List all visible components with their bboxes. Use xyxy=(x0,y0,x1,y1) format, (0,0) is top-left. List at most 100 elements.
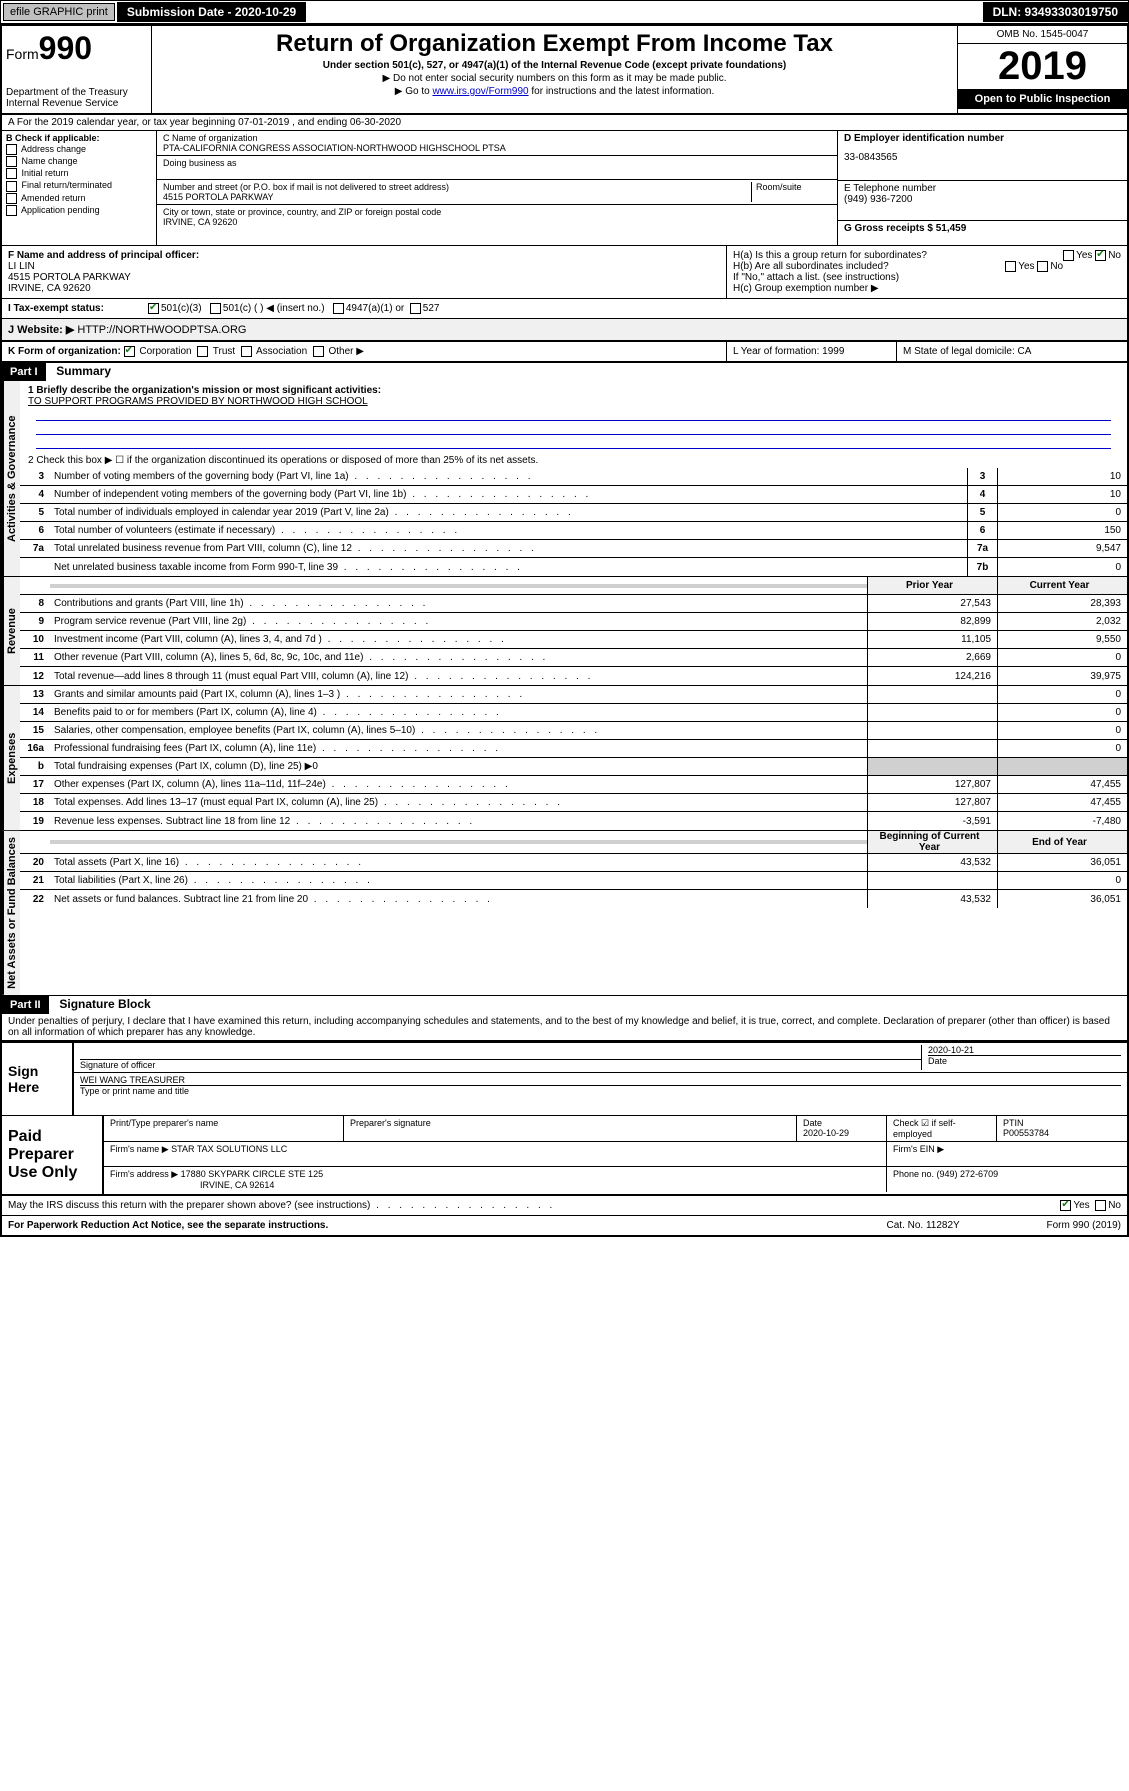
dept-label: Department of the Treasury Internal Reve… xyxy=(6,87,147,109)
org-name-label: C Name of organization xyxy=(163,133,831,143)
cb-corp[interactable] xyxy=(124,346,135,357)
line-val: 150 xyxy=(997,522,1127,539)
sig-name-label: Type or print name and title xyxy=(80,1085,1121,1096)
line-text: Contributions and grants (Part VIII, lin… xyxy=(50,596,867,611)
prep-ptin: PTIN P00553784 xyxy=(997,1116,1127,1141)
block-b: B Check if applicable: Address change Na… xyxy=(2,131,157,245)
cb-4947[interactable] xyxy=(333,303,344,314)
line-text: Net unrelated business taxable income fr… xyxy=(50,560,967,575)
side-governance: Activities & Governance xyxy=(2,381,20,576)
line-row: 9 Program service revenue (Part VIII, li… xyxy=(20,613,1127,631)
line-val-prior: 43,532 xyxy=(867,890,997,908)
line-val-prior: 127,807 xyxy=(867,776,997,793)
block-defg: D Employer identification number 33-0843… xyxy=(837,131,1127,245)
na-lines: 20 Total assets (Part X, line 16) 43,532… xyxy=(20,854,1127,908)
sig-date: 2020-10-21 xyxy=(928,1045,1121,1055)
efile-button[interactable]: efile GRAPHIC print xyxy=(3,3,115,21)
cb-assoc[interactable] xyxy=(241,346,252,357)
line-text: Total assets (Part X, line 16) xyxy=(50,855,867,870)
opt-501c3: 501(c)(3) xyxy=(161,303,202,314)
hdr-blank xyxy=(50,584,867,588)
line-num: 17 xyxy=(20,779,50,790)
line-val-prior xyxy=(867,686,997,703)
line-text: Investment income (Part VIII, column (A)… xyxy=(50,632,867,647)
line-text: Total liabilities (Part X, line 26) xyxy=(50,873,867,888)
mission-line xyxy=(36,435,1111,449)
hc-row: H(c) Group exemption number ▶ xyxy=(733,283,1121,294)
tax-year: 2019 xyxy=(958,44,1127,89)
cat-no: Cat. No. 11282Y xyxy=(887,1220,1047,1231)
opt-other: Other ▶ xyxy=(328,346,363,357)
line-num: 9 xyxy=(20,616,50,627)
side-netassets: Net Assets or Fund Balances xyxy=(2,831,20,995)
line-val-current: 28,393 xyxy=(997,595,1127,612)
cb-final-return[interactable]: Final return/terminated xyxy=(6,180,152,191)
form-prefix: Form xyxy=(6,46,39,62)
discuss-yes[interactable]: Yes xyxy=(1060,1200,1089,1211)
block-b-header: B Check if applicable: xyxy=(6,133,152,143)
hdr-blank xyxy=(50,840,867,844)
cb-address-change[interactable]: Address change xyxy=(6,144,152,155)
revenue-body: Prior Year Current Year 8 Contributions … xyxy=(20,577,1127,685)
line-num: 18 xyxy=(20,797,50,808)
ha-label: H(a) Is this a group return for subordin… xyxy=(733,250,927,261)
netassets-body: Beginning of Current Year End of Year 20… xyxy=(20,831,1127,995)
cb-amended[interactable]: Amended return xyxy=(6,193,152,204)
org-name-cell: C Name of organization PTA-CALIFORNIA CO… xyxy=(157,131,837,156)
tax-status-label: I Tax-exempt status: xyxy=(8,303,148,314)
line-num: 16a xyxy=(20,743,50,754)
cb-trust[interactable] xyxy=(197,346,208,357)
cb-501c[interactable] xyxy=(210,303,221,314)
block-c: C Name of organization PTA-CALIFORNIA CO… xyxy=(157,131,837,245)
ein-cell: D Employer identification number 33-0843… xyxy=(838,131,1127,181)
line-row: 15 Salaries, other compensation, employe… xyxy=(20,722,1127,740)
line-val-current: 36,051 xyxy=(997,890,1127,908)
phone-cell: E Telephone number (949) 936-7200 xyxy=(838,181,1127,221)
city: IRVINE, CA 92620 xyxy=(163,217,831,227)
irs-link[interactable]: www.irs.gov/Form990 xyxy=(432,86,528,97)
cb-527[interactable] xyxy=(410,303,421,314)
website-value: HTTP://NORTHWOODPTSA.ORG xyxy=(77,324,246,336)
cb-other[interactable] xyxy=(313,346,324,357)
sig-name: WEI WANG TREASURER xyxy=(80,1075,1121,1085)
subtitle1: Under section 501(c), 527, or 4947(a)(1)… xyxy=(156,60,953,71)
part1-title: Summary xyxy=(48,364,111,378)
line-row: 22 Net assets or fund balances. Subtract… xyxy=(20,890,1127,908)
line-box: 7b xyxy=(967,558,997,576)
line-text: Total unrelated business revenue from Pa… xyxy=(50,541,967,556)
cb-application-pending[interactable]: Application pending xyxy=(6,205,152,216)
phone: (949) 936-7200 xyxy=(844,194,1121,205)
line-row: 13 Grants and similar amounts paid (Part… xyxy=(20,686,1127,704)
cb-initial-return[interactable]: Initial return xyxy=(6,168,152,179)
header-left: Form990 Department of the Treasury Inter… xyxy=(2,26,152,113)
cb-501c3[interactable] xyxy=(148,303,159,314)
k-label: K Form of organization: xyxy=(8,346,121,357)
line-val: 0 xyxy=(997,504,1127,521)
line-box: 6 xyxy=(967,522,997,539)
ptin-label: PTIN xyxy=(1003,1118,1121,1128)
blocks-bcdefg: B Check if applicable: Address change Na… xyxy=(2,131,1127,246)
line-text: Number of voting members of the governin… xyxy=(50,469,967,484)
line-val-current: -7,480 xyxy=(997,812,1127,830)
omb-number: OMB No. 1545-0047 xyxy=(958,26,1127,44)
room-label: Room/suite xyxy=(751,182,831,202)
line-val-current: 0 xyxy=(997,722,1127,739)
officer-name: LI LIN xyxy=(8,261,720,272)
line-val: 10 xyxy=(997,468,1127,485)
cb-label: Amended return xyxy=(21,193,86,203)
line-row: 11 Other revenue (Part VIII, column (A),… xyxy=(20,649,1127,667)
line-val-current: 9,550 xyxy=(997,631,1127,648)
line-val-current: 0 xyxy=(997,740,1127,757)
line-row: 17 Other expenses (Part IX, column (A), … xyxy=(20,776,1127,794)
cb-name-change[interactable]: Name change xyxy=(6,156,152,167)
ein: 33-0843565 xyxy=(844,152,1121,163)
hb-label: H(b) Are all subordinates included? xyxy=(733,261,889,272)
line-num: 6 xyxy=(20,525,50,536)
ptin-val: P00553784 xyxy=(1003,1128,1121,1138)
officer-label: F Name and address of principal officer: xyxy=(8,250,720,261)
firm-addr-val: 17880 SKYPARK CIRCLE STE 125 xyxy=(181,1169,323,1179)
discuss-no[interactable]: No xyxy=(1095,1200,1121,1211)
paid-row3: Firm's address ▶ 17880 SKYPARK CIRCLE ST… xyxy=(104,1167,1127,1192)
gross-label: G Gross receipts $ 51,459 xyxy=(844,223,1121,234)
line-val-current: 2,032 xyxy=(997,613,1127,630)
